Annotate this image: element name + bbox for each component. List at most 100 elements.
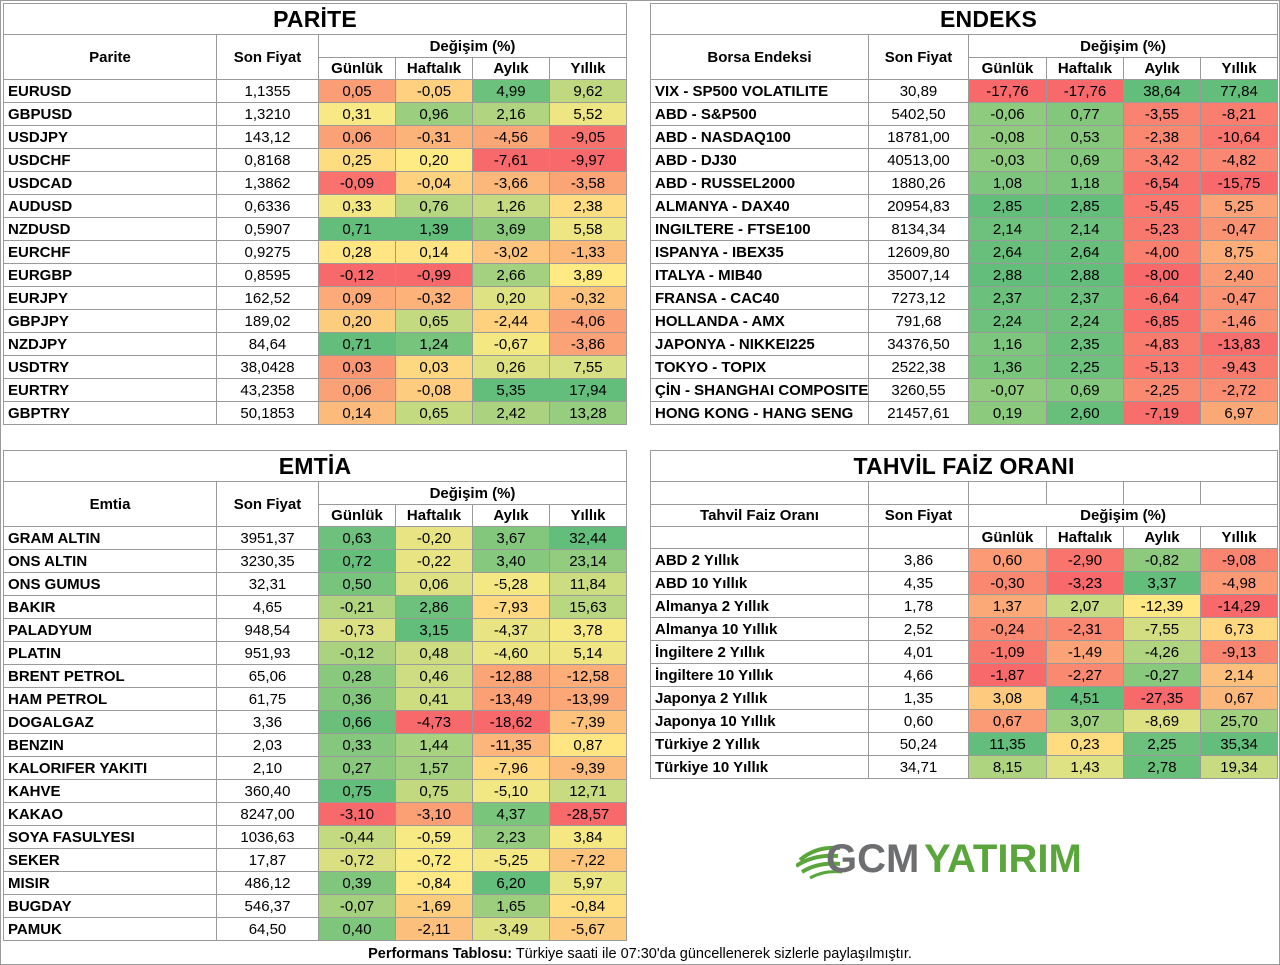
table-row: NZDUSD 0,5907 0,71 1,39 3,69 5,58 bbox=[3, 217, 628, 241]
row-change: -0,08 bbox=[395, 378, 473, 402]
row-price: 12609,80 bbox=[868, 240, 969, 264]
row-price: 0,8595 bbox=[216, 263, 319, 287]
row-change: -0,12 bbox=[318, 263, 396, 287]
endeks-table: ENDEKS Borsa Endeksi Son Fiyat Değişim (… bbox=[649, 3, 1279, 425]
row-change: 5,14 bbox=[549, 641, 627, 665]
row-change: 0,77 bbox=[1046, 102, 1124, 126]
row-change: 3,15 bbox=[395, 618, 473, 642]
tahvil-sub-0: Günlük bbox=[968, 526, 1047, 549]
row-name: KALORIFER YAKITI bbox=[3, 756, 217, 780]
row-change: 0,76 bbox=[395, 194, 473, 218]
row-change: -4,56 bbox=[472, 125, 550, 149]
table-row: DOGALGAZ 3,36 0,66 -4,73 -18,62 -7,39 bbox=[3, 710, 627, 734]
row-price: 20954,83 bbox=[868, 194, 969, 218]
table-row: ABD - NASDAQ100 18781,00 -0,08 0,53 -2,38 -10… bbox=[650, 125, 1279, 149]
row-name: HOLLANDA - AMX bbox=[650, 309, 869, 333]
row-change: 2,23 bbox=[472, 825, 550, 849]
emtia-sub-2: Aylık bbox=[472, 504, 550, 527]
row-change: -3,49 bbox=[472, 917, 550, 941]
row-change: 0,66 bbox=[318, 710, 396, 734]
row-change: -6,64 bbox=[1123, 286, 1201, 310]
row-change: -9,13 bbox=[1199, 640, 1279, 664]
row-change: -4,06 bbox=[548, 309, 628, 333]
row-change: 2,88 bbox=[1046, 263, 1124, 287]
row-change: -0,22 bbox=[395, 549, 473, 573]
footer-note: Performans Tablosu: Türkiye saati ile 07… bbox=[0, 943, 1280, 965]
row-name: FRANSA - CAC40 bbox=[650, 286, 869, 310]
row-change: -9,39 bbox=[549, 756, 627, 780]
row-change: -4,00 bbox=[1123, 240, 1201, 264]
row-price: 951,93 bbox=[216, 641, 319, 665]
table-row: BUGDAY 546,37 -0,07 -1,69 1,65 -0,84 bbox=[3, 894, 627, 918]
row-price: 4,65 bbox=[216, 595, 319, 619]
row-change: -3,23 bbox=[1046, 571, 1124, 595]
row-name: KAHVE bbox=[3, 779, 217, 803]
row-change: 0,50 bbox=[318, 572, 396, 596]
row-name: ISPANYA - IBEX35 bbox=[650, 240, 869, 264]
table-row: Türkiye 2 Yıllık 50,24 11,35 0,23 2,25 35,34 bbox=[650, 732, 1279, 756]
row-change: -7,96 bbox=[472, 756, 550, 780]
row-change: 5,25 bbox=[1199, 194, 1279, 218]
row-price: 17,87 bbox=[216, 848, 319, 872]
row-name: ONS ALTIN bbox=[3, 549, 217, 573]
row-name: ABD 10 Yıllık bbox=[650, 571, 869, 595]
row-change: 1,57 bbox=[395, 756, 473, 780]
row-price: 2522,38 bbox=[868, 355, 969, 379]
row-price: 0,8168 bbox=[216, 148, 319, 172]
row-name: Almanya 10 Yıllık bbox=[650, 617, 869, 641]
row-change: -6,54 bbox=[1123, 171, 1201, 195]
row-name: GBPTRY bbox=[3, 401, 217, 425]
row-name: BAKIR bbox=[3, 595, 217, 619]
row-name: PALADYUM bbox=[3, 618, 217, 642]
parite-col-change: Değişim (%) bbox=[317, 34, 628, 58]
row-price: 32,31 bbox=[216, 572, 319, 596]
row-change: 0,67 bbox=[968, 709, 1047, 733]
row-change: -3,58 bbox=[548, 171, 628, 195]
row-price: 21457,61 bbox=[868, 401, 969, 425]
row-name: USDCAD bbox=[3, 171, 217, 195]
row-change: 1,44 bbox=[395, 733, 473, 757]
row-change: 2,24 bbox=[968, 309, 1047, 333]
row-change: 3,40 bbox=[472, 549, 550, 573]
endeks-title: ENDEKS bbox=[649, 3, 1279, 35]
row-name: ABD - DJ30 bbox=[650, 148, 869, 172]
row-change: -0,82 bbox=[1123, 548, 1201, 572]
parite-col-name: Parite bbox=[3, 34, 217, 80]
emtia-sub-1: Haftalık bbox=[395, 504, 473, 527]
row-change: 0,23 bbox=[1046, 732, 1124, 756]
row-change: -6,85 bbox=[1123, 309, 1201, 333]
row-name: EURUSD bbox=[3, 79, 217, 103]
row-change: 8,75 bbox=[1199, 240, 1279, 264]
row-change: 6,73 bbox=[1199, 617, 1279, 641]
row-change: 19,34 bbox=[1199, 755, 1279, 779]
row-name: GBPJPY bbox=[3, 309, 217, 333]
row-price: 3,36 bbox=[216, 710, 319, 734]
table-row: PALADYUM 948,54 -0,73 3,15 -4,37 3,78 bbox=[3, 618, 627, 642]
row-change: 3,67 bbox=[472, 526, 550, 550]
row-change: -4,26 bbox=[1123, 640, 1201, 664]
row-change: 6,20 bbox=[472, 871, 550, 895]
row-change: -0,21 bbox=[318, 595, 396, 619]
row-change: 0,36 bbox=[318, 687, 396, 711]
table-row: Japonya 2 Yıllık 1,35 3,08 4,51 -27,35 0,67 bbox=[650, 686, 1279, 710]
table-row: ITALYA - MIB40 35007,14 2,88 2,88 -8,00 2,40 bbox=[650, 263, 1279, 287]
row-change: -9,97 bbox=[548, 148, 628, 172]
table-row: KALORIFER YAKITI 2,10 0,27 1,57 -7,96 -9,39 bbox=[3, 756, 627, 780]
table-row: KAHVE 360,40 0,75 0,75 -5,10 12,71 bbox=[3, 779, 627, 803]
parite-sub-3: Yıllık bbox=[548, 57, 628, 80]
table-row: ABD - RUSSEL2000 1880,26 1,08 1,18 -6,54 -15,… bbox=[650, 171, 1279, 195]
row-change: 2,25 bbox=[1046, 355, 1124, 379]
table-row: ABD 2 Yıllık 3,86 0,60 -2,90 -0,82 -9,08 bbox=[650, 548, 1279, 572]
row-change: 17,94 bbox=[548, 378, 628, 402]
row-change: -4,98 bbox=[1199, 571, 1279, 595]
row-name: GBPUSD bbox=[3, 102, 217, 126]
row-change: -0,59 bbox=[395, 825, 473, 849]
row-change: 0,60 bbox=[968, 548, 1047, 572]
table-row: ABD - S&P500 5402,50 -0,06 0,77 -3,55 -8,21 bbox=[650, 102, 1279, 126]
row-change: 1,16 bbox=[968, 332, 1047, 356]
row-change: -3,66 bbox=[472, 171, 550, 195]
table-row: INGILTERE - FTSE100 8134,34 2,14 2,14 -5,23-… bbox=[650, 217, 1279, 241]
row-change: -12,58 bbox=[549, 664, 627, 688]
row-change: 2,78 bbox=[1123, 755, 1201, 779]
row-change: 3,89 bbox=[548, 263, 628, 287]
